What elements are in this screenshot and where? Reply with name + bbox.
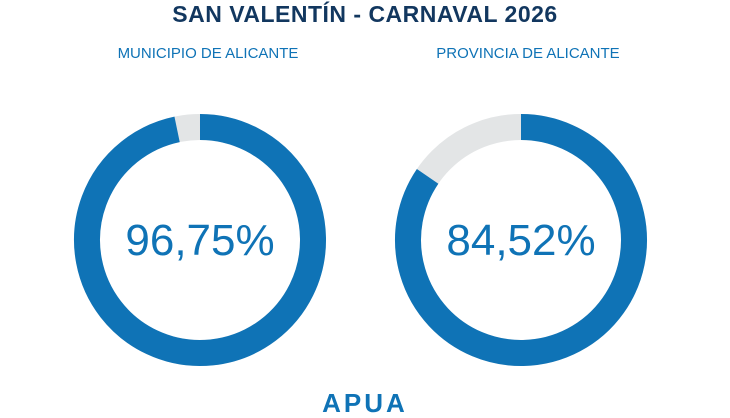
apua-logo: APUA (322, 388, 408, 418)
provincia-donut-value-arc (395, 114, 647, 366)
provincia-donut-chart: 84,52% (395, 114, 647, 366)
municipio-percentage-label: 96,75% (125, 216, 274, 265)
municipio-chart-title: MUNICIPIO DE ALICANTE (117, 45, 299, 62)
municipio-donut-value-arc (74, 114, 327, 366)
provincia-percentage-label: 84,52% (446, 216, 595, 265)
municipio-donut-chart: 96,75% (74, 114, 327, 366)
page-title: SAN VALENTÍN - CARNAVAL 2026 (172, 1, 558, 27)
provincia-chart-title: PROVINCIA DE ALICANTE (436, 45, 620, 62)
